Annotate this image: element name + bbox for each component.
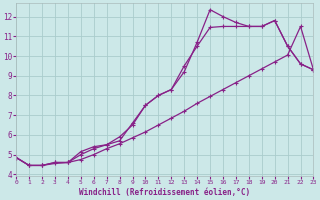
X-axis label: Windchill (Refroidissement éolien,°C): Windchill (Refroidissement éolien,°C) bbox=[79, 188, 250, 197]
